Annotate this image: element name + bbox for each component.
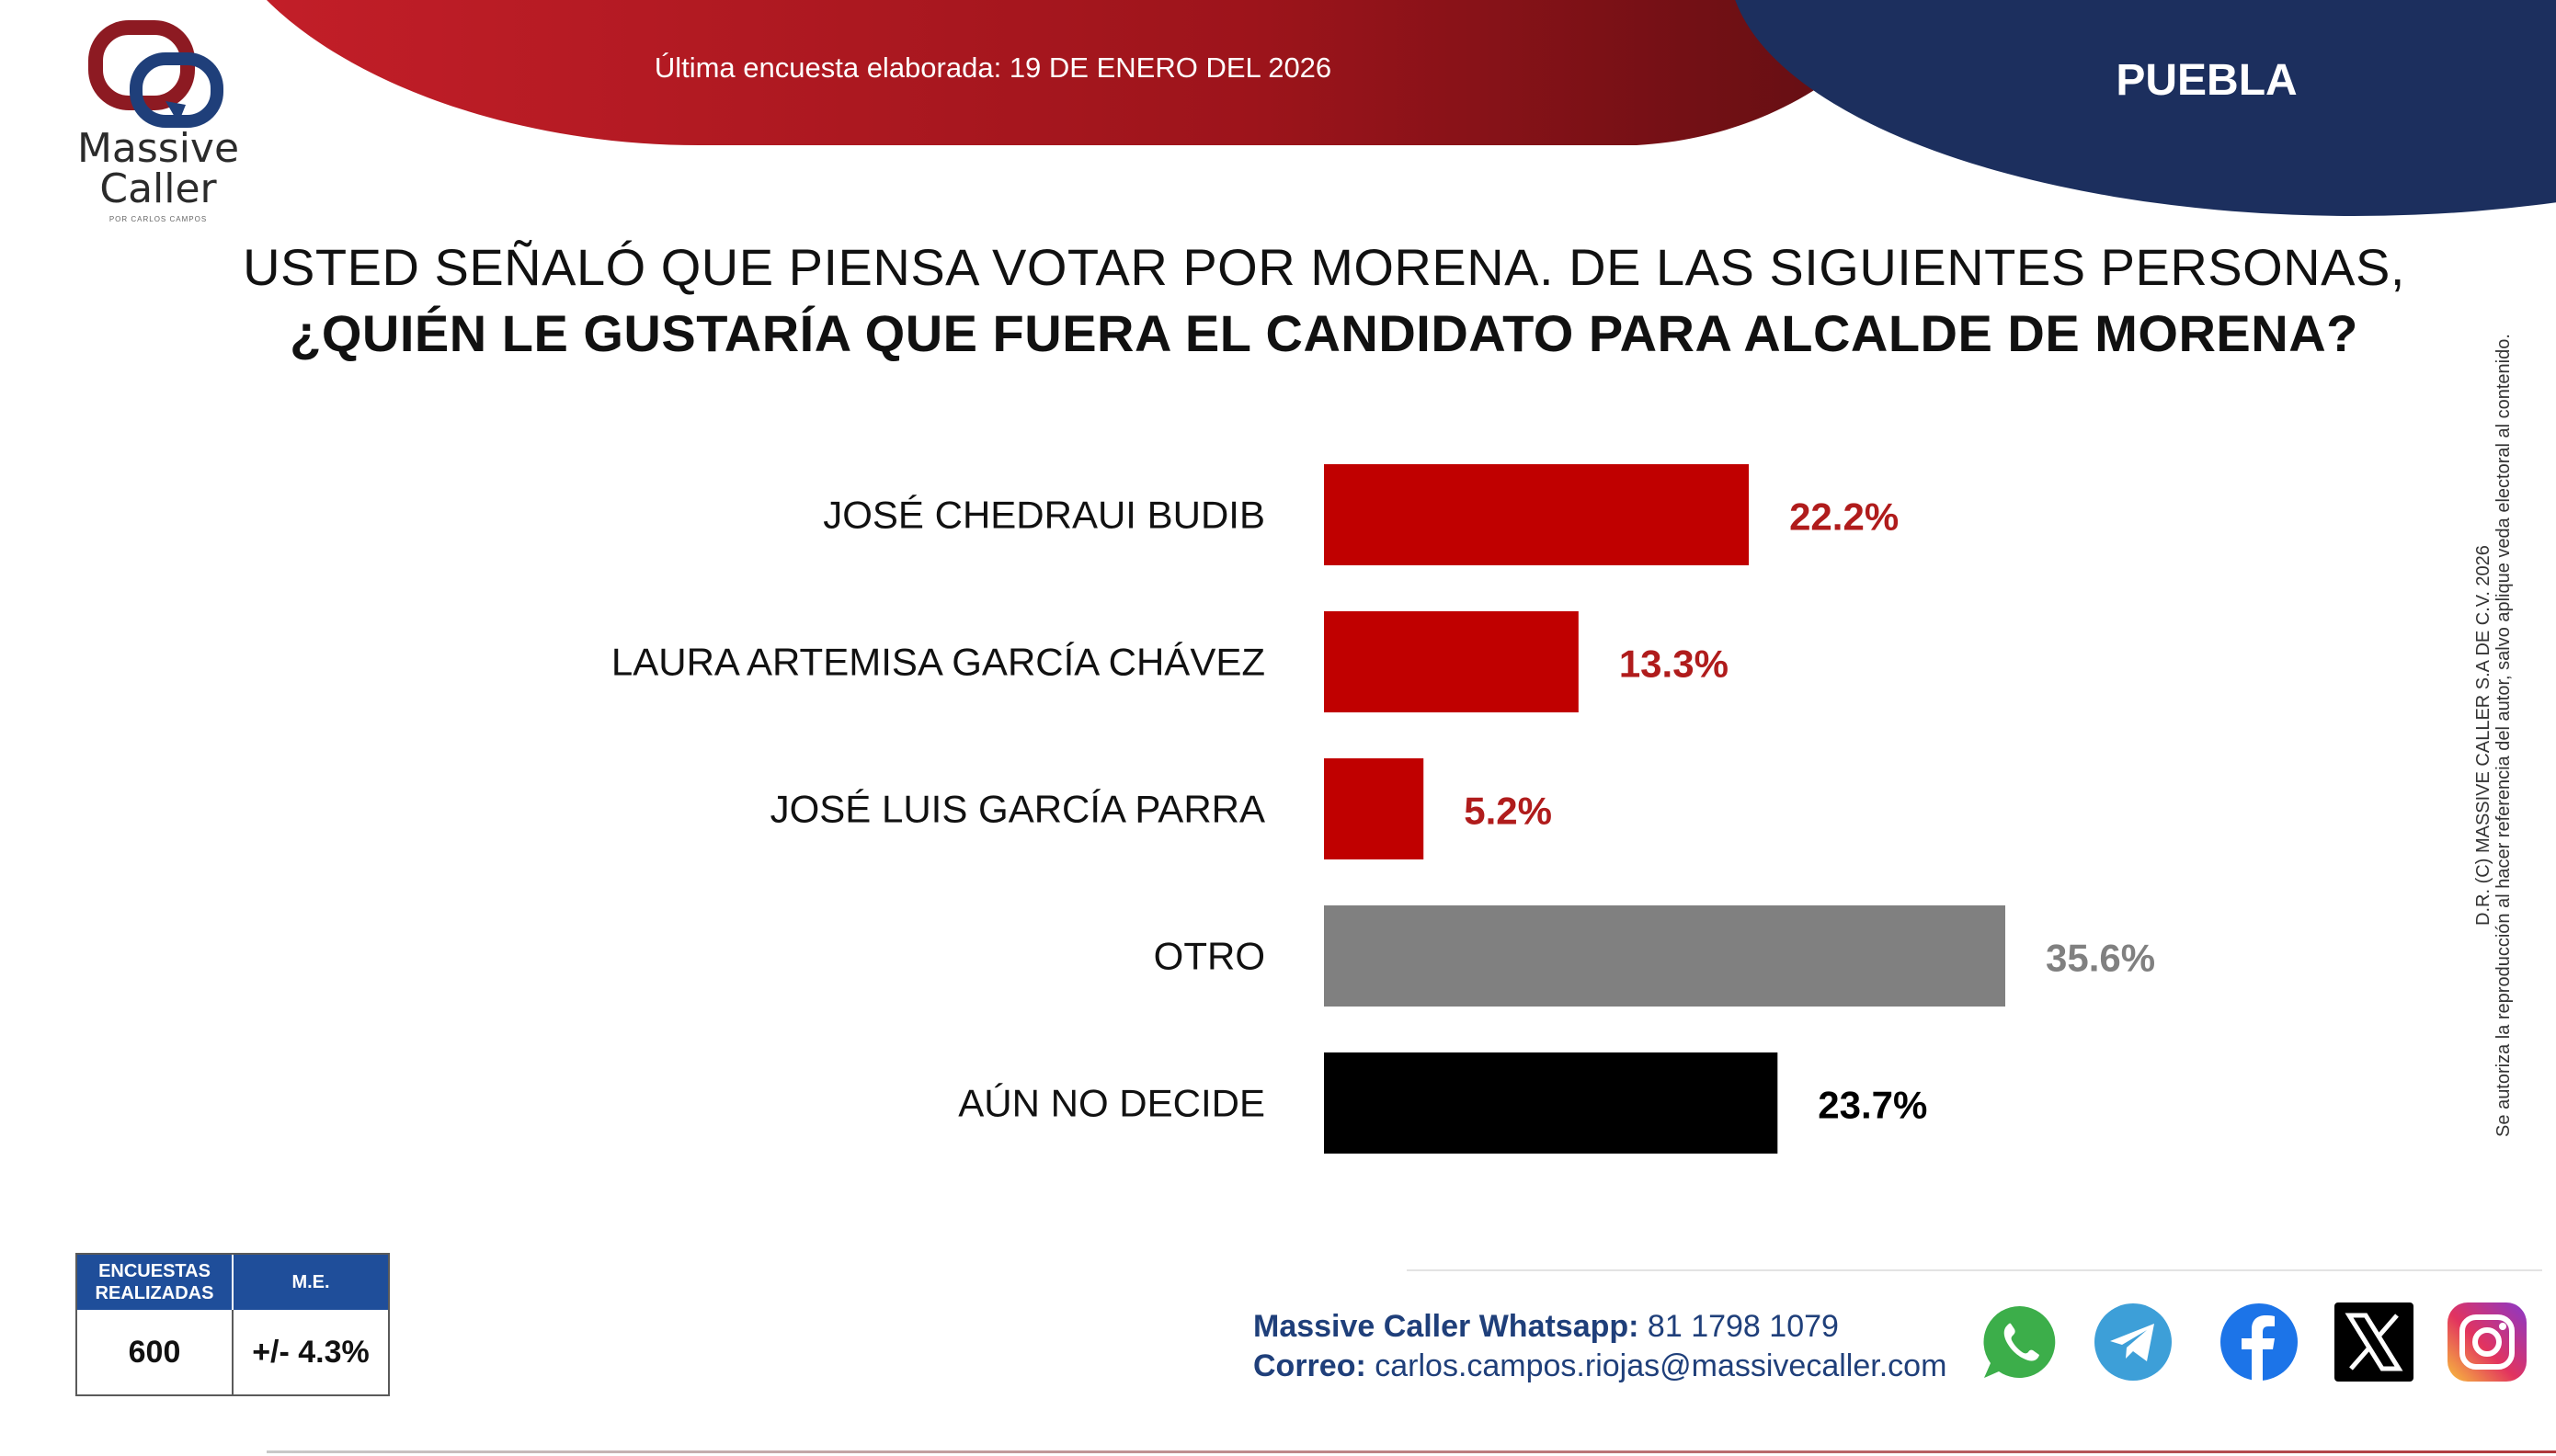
surveys-label: ENCUESTAS REALIZADAS bbox=[77, 1255, 234, 1310]
stats-value-row: 600 +/- 4.3% bbox=[77, 1310, 388, 1394]
whatsapp-number[interactable]: 81 1798 1079 bbox=[1638, 1309, 1839, 1344]
value-label: 5.2% bbox=[1464, 790, 1552, 833]
category-label: AÚN NO DECIDE bbox=[958, 1082, 1265, 1125]
brand-logo: Massive Caller POR CARLOS CAMPOS bbox=[57, 20, 259, 223]
header-red-shape bbox=[267, 0, 1912, 145]
category-label: OTRO bbox=[1154, 935, 1265, 978]
question-line-2: ¿QUIÉN LE GUSTARÍA QUE FUERA EL CANDIDAT… bbox=[290, 304, 2358, 362]
x-icon[interactable] bbox=[2333, 1301, 2415, 1383]
whatsapp-icon[interactable] bbox=[1979, 1301, 2061, 1383]
email-contact: Correo: carlos.campos.riojas@massivecall… bbox=[1253, 1348, 1946, 1384]
category-label: LAURA ARTEMISA GARCÍA CHÁVEZ bbox=[611, 641, 1265, 684]
copyright-line-2: Se autoriza la reproducción al hacer ref… bbox=[2493, 334, 2514, 1137]
logo-mark-icon bbox=[88, 20, 223, 128]
whatsapp-contact: Massive Caller Whatsapp: 81 1798 1079 bbox=[1253, 1309, 1839, 1345]
copyright-notice: D.R. (C) MASSIVE CALLER S.A DE C.V. 2026… bbox=[2473, 253, 2514, 1218]
bar bbox=[1324, 758, 1424, 859]
bar bbox=[1324, 611, 1579, 712]
bar bbox=[1324, 1052, 1778, 1154]
header-navy-shape bbox=[1735, 0, 2556, 216]
survey-date: Última encuesta elaborada: 19 DE ENERO D… bbox=[654, 51, 1332, 84]
survey-stats-table: ENCUESTAS REALIZADAS M.E. 600 +/- 4.3% bbox=[75, 1253, 390, 1396]
region-title: PUEBLA bbox=[2116, 56, 2298, 105]
margin-error-label: M.E. bbox=[291, 1272, 330, 1292]
category-label: JOSÉ CHEDRAUI BUDIB bbox=[823, 494, 1265, 537]
facebook-icon[interactable] bbox=[2218, 1301, 2300, 1383]
telegram-icon[interactable] bbox=[2092, 1301, 2174, 1383]
bar-chart: JOSÉ CHEDRAUI BUDIB 22.2% LAURA ARTEMISA G… bbox=[611, 464, 2155, 1154]
email-label: Correo: bbox=[1253, 1348, 1366, 1383]
margin-error-value: +/- 4.3% bbox=[252, 1334, 370, 1370]
value-label: 23.7% bbox=[1818, 1084, 1927, 1127]
brand-name-line1: Massive bbox=[76, 125, 240, 172]
bar bbox=[1324, 905, 2005, 1007]
bar bbox=[1324, 464, 1750, 565]
footer-divider bbox=[1407, 1269, 2542, 1271]
category-label: JOSÉ LUIS GARCÍA PARRA bbox=[770, 788, 1265, 831]
brand-name-line2: Caller bbox=[99, 165, 217, 212]
whatsapp-label: Massive Caller Whatsapp: bbox=[1253, 1309, 1639, 1344]
instagram-icon[interactable] bbox=[2446, 1301, 2528, 1383]
copyright-line-1: D.R. (C) MASSIVE CALLER S.A DE C.V. 2026 bbox=[2473, 545, 2493, 926]
question-line-1: USTED SEÑALÓ QUE PIENSA VOTAR POR MORENA… bbox=[243, 238, 2405, 296]
value-label: 22.2% bbox=[1789, 495, 1899, 539]
brand-subtitle: POR CARLOS CAMPOS bbox=[108, 215, 208, 223]
header-banner bbox=[267, 0, 2556, 216]
value-label: 35.6% bbox=[2046, 937, 2155, 980]
stats-header-row: ENCUESTAS REALIZADAS M.E. bbox=[77, 1255, 388, 1310]
value-label: 13.3% bbox=[1619, 643, 1729, 686]
surveys-value: 600 bbox=[77, 1310, 234, 1394]
bottom-divider bbox=[267, 1450, 2556, 1453]
email-address[interactable]: carlos.campos.riojas@massivecaller.com bbox=[1365, 1348, 1947, 1383]
